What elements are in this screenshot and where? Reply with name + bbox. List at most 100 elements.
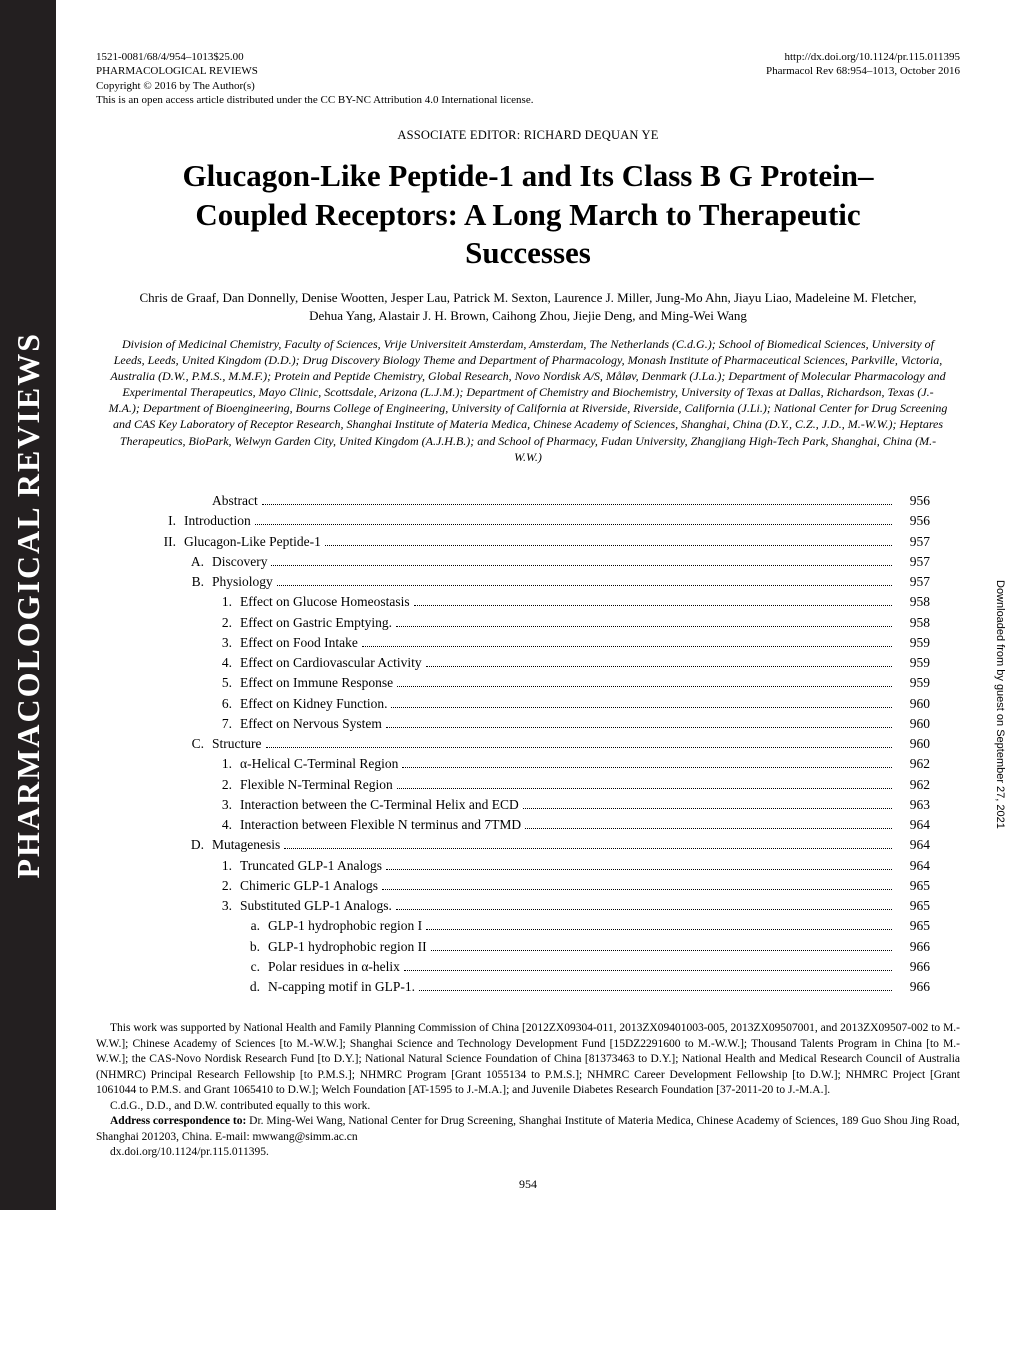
- toc-leader-dots: [404, 970, 892, 971]
- toc-number: 4.: [212, 815, 240, 835]
- page-number: 954: [96, 1177, 960, 1192]
- toc-row: Abstract956: [156, 491, 930, 511]
- toc-row: A.Discovery 957: [156, 552, 930, 572]
- toc-number: c.: [240, 957, 268, 977]
- toc-row: II.Glucagon-Like Peptide-1957: [156, 532, 930, 552]
- toc-row: 2.Chimeric GLP-1 Analogs 965: [156, 876, 930, 896]
- toc-label: Glucagon-Like Peptide-1: [184, 532, 321, 552]
- toc-label: α-Helical C-Terminal Region: [240, 754, 398, 774]
- toc-number: 2.: [212, 876, 240, 896]
- toc-page: 966: [896, 957, 930, 977]
- toc-page: 956: [896, 511, 930, 531]
- toc-leader-dots: [277, 585, 892, 586]
- toc-row: 3.Interaction between the C-Terminal Hel…: [156, 795, 930, 815]
- toc-row: 2.Effect on Gastric Emptying. 958: [156, 613, 930, 633]
- toc-leader-dots: [266, 747, 893, 748]
- toc-leader-dots: [525, 828, 892, 829]
- header-copyright: Copyright © 2016 by The Author(s): [96, 79, 258, 93]
- toc-number: 4.: [212, 653, 240, 673]
- toc-number: II.: [156, 532, 184, 552]
- toc-number: I.: [156, 511, 184, 531]
- toc-page: 963: [896, 795, 930, 815]
- toc-label: Chimeric GLP-1 Analogs: [240, 876, 378, 896]
- toc-row: 4.Effect on Cardiovascular Activity959: [156, 653, 930, 673]
- funding-text: This work was supported by National Heal…: [96, 1021, 960, 1099]
- toc-label: Substituted GLP-1 Analogs.: [240, 896, 392, 916]
- toc-leader-dots: [414, 605, 892, 606]
- header-doi: http://dx.doi.org/10.1124/pr.115.011395: [766, 50, 960, 64]
- toc-row: 2.Flexible N-Terminal Region962: [156, 775, 930, 795]
- toc-leader-dots: [396, 909, 892, 910]
- toc-row: 4.Interaction between Flexible N terminu…: [156, 815, 930, 835]
- toc-leader-dots: [386, 727, 892, 728]
- toc-leader-dots: [419, 990, 892, 991]
- toc-row: a.GLP-1 hydrophobic region I 965: [156, 916, 930, 936]
- toc-number: A.: [184, 552, 212, 572]
- toc-label: Flexible N-Terminal Region: [240, 775, 393, 795]
- correspondence: Address correspondence to: Dr. Ming-Wei …: [96, 1114, 960, 1145]
- toc-label: Mutagenesis: [212, 835, 280, 855]
- toc-row: 3.Effect on Food Intake959: [156, 633, 930, 653]
- toc-page: 957: [896, 552, 930, 572]
- toc-row: 1.Effect on Glucose Homeostasis958: [156, 592, 930, 612]
- toc-leader-dots: [255, 524, 892, 525]
- toc-leader-dots: [397, 788, 892, 789]
- toc-number: 1.: [212, 856, 240, 876]
- toc-row: c.Polar residues in α-helix 966: [156, 957, 930, 977]
- toc-label: Effect on Glucose Homeostasis: [240, 592, 410, 612]
- toc-number: 1.: [212, 592, 240, 612]
- toc-row: 1.α-Helical C-Terminal Region 962: [156, 754, 930, 774]
- toc-leader-dots: [362, 646, 892, 647]
- toc-label: Physiology: [212, 572, 273, 592]
- toc-page: 966: [896, 977, 930, 997]
- toc-leader-dots: [386, 869, 892, 870]
- contribution-note: C.d.G., D.D., and D.W. contributed equal…: [96, 1099, 960, 1115]
- toc-page: 965: [896, 916, 930, 936]
- toc-number: a.: [240, 916, 268, 936]
- toc-row: 7.Effect on Nervous System960: [156, 714, 930, 734]
- toc-label: GLP-1 hydrophobic region I: [268, 916, 422, 936]
- associate-editor: ASSOCIATE EDITOR: RICHARD DEQUAN YE: [96, 128, 960, 143]
- toc-label: Effect on Cardiovascular Activity: [240, 653, 422, 673]
- page-content: 1521-0081/68/4/954–1013$25.00 PHARMACOLO…: [56, 0, 1020, 1222]
- toc-page: 959: [896, 673, 930, 693]
- toc-leader-dots: [262, 504, 892, 505]
- toc-row: 3.Substituted GLP-1 Analogs.965: [156, 896, 930, 916]
- toc-row: C.Structure960: [156, 734, 930, 754]
- toc-label: Effect on Food Intake: [240, 633, 358, 653]
- toc-leader-dots: [284, 848, 892, 849]
- toc-number: 3.: [212, 795, 240, 815]
- affiliations: Division of Medicinal Chemistry, Faculty…: [96, 336, 960, 466]
- toc-page: 964: [896, 856, 930, 876]
- toc-number: 5.: [212, 673, 240, 693]
- toc-number: d.: [240, 977, 268, 997]
- header-right: http://dx.doi.org/10.1124/pr.115.011395 …: [766, 50, 960, 93]
- toc-label: Polar residues in α-helix: [268, 957, 400, 977]
- license-note: This is an open access article distribut…: [96, 94, 960, 106]
- toc-number: B.: [184, 572, 212, 592]
- toc-leader-dots: [523, 808, 892, 809]
- toc-label: Abstract: [212, 491, 258, 511]
- toc-row: b.GLP-1 hydrophobic region II966: [156, 937, 930, 957]
- toc-label: Effect on Immune Response: [240, 673, 393, 693]
- toc-number: 6.: [212, 694, 240, 714]
- toc-leader-dots: [382, 889, 892, 890]
- toc-page: 962: [896, 775, 930, 795]
- toc-page: 965: [896, 876, 930, 896]
- toc-label: Discovery: [212, 552, 267, 572]
- toc-page: 960: [896, 714, 930, 734]
- toc-label: Effect on Gastric Emptying.: [240, 613, 392, 633]
- toc-number: D.: [184, 835, 212, 855]
- toc-number: 1.: [212, 754, 240, 774]
- toc-number: 7.: [212, 714, 240, 734]
- toc-number: 2.: [212, 613, 240, 633]
- header-row: 1521-0081/68/4/954–1013$25.00 PHARMACOLO…: [96, 50, 960, 93]
- toc-page: 962: [896, 754, 930, 774]
- toc-page: 965: [896, 896, 930, 916]
- toc-label: Introduction: [184, 511, 251, 531]
- article-title: Glucagon-Like Peptide-1 and Its Class B …: [96, 157, 960, 273]
- toc-leader-dots: [271, 565, 892, 566]
- toc-leader-dots: [426, 929, 892, 930]
- toc-page: 959: [896, 633, 930, 653]
- toc-page: 958: [896, 613, 930, 633]
